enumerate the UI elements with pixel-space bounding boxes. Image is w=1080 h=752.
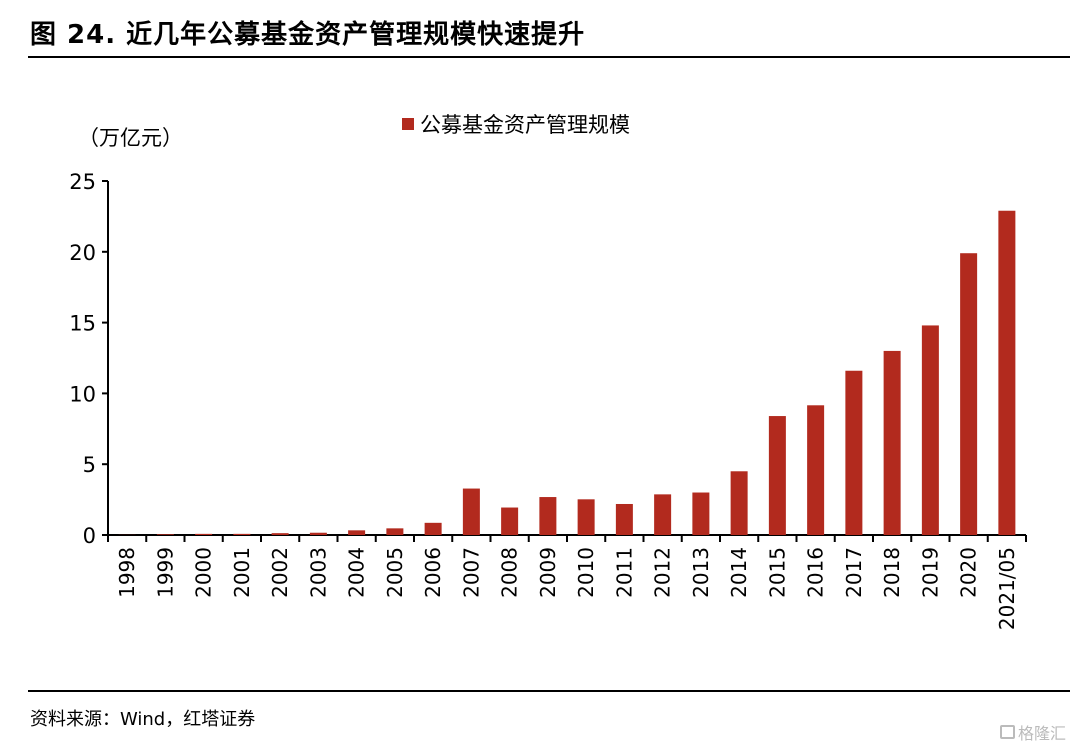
bar: [654, 494, 672, 535]
x-tick-label: 2010: [574, 547, 598, 598]
watermark: 格隆汇: [1000, 720, 1066, 744]
y-tick-label: 10: [69, 382, 96, 406]
bar: [424, 522, 442, 535]
x-tick-label: 2018: [880, 547, 904, 598]
x-tick-label: 2009: [536, 547, 560, 598]
bar: [501, 507, 519, 535]
x-tick-label: 2012: [651, 547, 675, 598]
bar: [845, 370, 863, 535]
x-tick-label: 2019: [918, 547, 942, 598]
bar: [271, 533, 289, 535]
figure-title: 图 24. 近几年公募基金资产管理规模快速提升: [30, 20, 586, 50]
bar: [577, 499, 595, 535]
x-tick-label: 2013: [689, 547, 713, 598]
x-tick-label: 1998: [115, 547, 139, 598]
bar: [615, 503, 633, 535]
watermark-text: 格隆汇: [1018, 724, 1067, 743]
x-tick-label: 2000: [192, 547, 216, 598]
x-tick-label: 2003: [306, 547, 330, 598]
bar: [692, 492, 710, 535]
x-tick-label: 2016: [804, 547, 828, 598]
y-tick-label: 20: [69, 241, 96, 265]
footer-divider: [28, 690, 1070, 692]
bar: [998, 210, 1016, 535]
x-tick-label: 1999: [153, 547, 177, 598]
y-tick-label: 25: [69, 170, 96, 194]
bar-chart: （万亿元） 公募基金资产管理规模 0 5 10 15 20 25 1998 1999 2000 2…: [69, 113, 1027, 630]
x-tick-label: 2004: [345, 547, 369, 598]
x-tick-label: 2021/05: [995, 547, 1019, 630]
bar: [730, 471, 748, 535]
legend-swatch: [402, 118, 414, 130]
source-note: 资料来源：Wind，红塔证券: [30, 709, 256, 730]
bar: [768, 416, 786, 535]
x-tick-label: 2002: [268, 547, 292, 598]
bar: [539, 497, 557, 535]
bar: [195, 533, 213, 535]
bar: [807, 405, 825, 535]
bar: [348, 530, 366, 535]
bar: [462, 488, 480, 535]
bar: [386, 528, 404, 535]
x-tick-label: 2020: [957, 547, 981, 598]
x-tick-label: 2011: [612, 547, 636, 598]
bar: [960, 253, 978, 535]
bar: [921, 325, 939, 535]
bar: [309, 532, 327, 535]
bar: [883, 350, 901, 535]
y-tick-label: 0: [83, 524, 96, 548]
bar: [156, 534, 174, 535]
title-divider: [28, 56, 1070, 58]
legend: 公募基金资产管理规模: [402, 113, 630, 137]
x-tick-label: 2017: [842, 547, 866, 598]
legend-label: 公募基金资产管理规模: [420, 113, 630, 137]
y-axis-label: （万亿元）: [78, 126, 183, 150]
x-tick-label: 2006: [421, 547, 445, 598]
x-tick-label: 2015: [765, 547, 789, 598]
x-tick-label: 2007: [459, 547, 483, 598]
bar: [233, 533, 251, 535]
y-tick-label: 5: [83, 453, 96, 477]
watermark-logo-icon: [1000, 725, 1015, 739]
x-tick-label: 2014: [727, 547, 751, 598]
x-tick-label: 2008: [498, 547, 522, 598]
y-tick-label: 15: [69, 312, 96, 336]
x-tick-label: 2005: [383, 547, 407, 598]
x-tick-label: 2001: [230, 547, 254, 598]
